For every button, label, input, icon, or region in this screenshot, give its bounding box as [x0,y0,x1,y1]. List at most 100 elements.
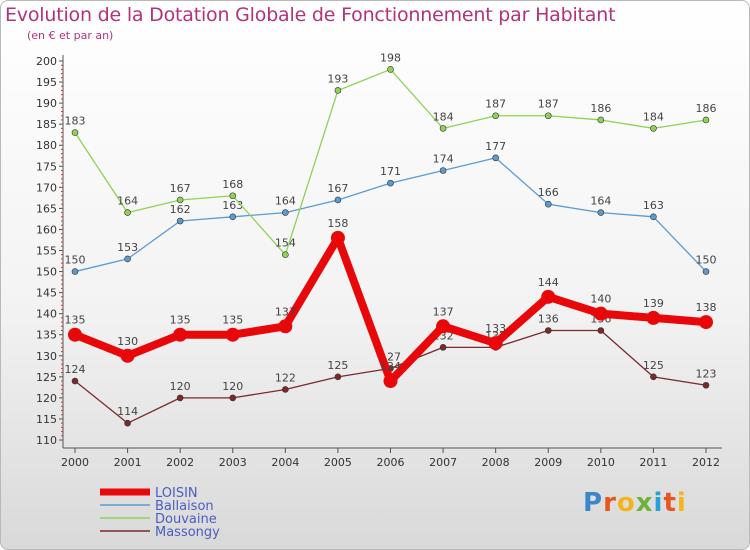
data-point-ballaison [334,196,342,204]
data-point-douvaine [282,251,289,259]
data-label-douvaine: 198 [380,51,401,64]
x-tick-label: 2006 [377,456,405,469]
data-point-loisin [330,230,345,245]
data-point-douvaine [597,116,605,124]
y-tick-label: 130 [36,350,57,363]
data-point-loisin [699,315,713,330]
data-point-douvaine [702,116,710,124]
data-point-douvaine [334,87,342,94]
x-tick-label: 2007 [429,456,457,469]
series-line-douvaine [74,68,707,256]
y-tick-label: 155 [36,245,57,258]
data-point-loisin [436,319,451,334]
data-point-douvaine [229,192,237,200]
data-point-douvaine [439,125,447,132]
y-tick-label: 170 [36,181,57,194]
data-label-loisin: 144 [538,276,559,289]
data-point-ballaison [492,154,499,162]
data-label-loisin: 124 [380,360,401,373]
data-label-douvaine: 186 [590,102,611,115]
data-point-douvaine [176,196,184,204]
x-tick-label: 2003 [219,456,247,469]
data-label-loisin: 133 [485,322,506,335]
data-point-massongy [544,327,552,334]
data-label-ballaison: 171 [380,165,401,178]
data-point-douvaine [387,66,394,73]
x-tick-label: 2010 [587,456,615,469]
data-point-loisin [120,348,135,363]
data-label-ballaison: 163 [222,199,243,212]
x-tick-label: 2002 [166,456,194,469]
data-point-ballaison [282,209,289,216]
data-label-massongy: 122 [275,371,296,384]
data-label-loisin: 138 [696,301,717,314]
series-ballaison: 150 153 162 163 164 167 171 174 177 166 164 163 150 [65,140,717,275]
data-label-loisin: 137 [433,305,454,318]
data-point-ballaison [124,255,131,263]
x-tick-label: 2009 [534,456,562,469]
data-label-massongy: 120 [170,380,191,393]
data-label-douvaine: 184 [433,110,454,123]
y-tick-label: 185 [36,118,57,131]
y-tick-label: 120 [36,392,57,405]
y-tick-label: 195 [36,76,57,89]
data-label-douvaine: 186 [696,102,717,115]
data-point-douvaine [544,112,552,120]
proxiti-logo: Proxiti [583,488,687,518]
data-label-loisin: 140 [590,293,611,306]
data-point-ballaison [650,213,657,221]
data-point-douvaine [71,129,79,136]
y-tick-label: 175 [36,160,57,173]
y-tick-label: 160 [36,223,57,236]
legend-label-douvaine: Douvaine [155,512,217,527]
x-tick-label: 2008 [482,456,510,469]
data-point-massongy [124,419,131,427]
data-label-loisin: 135 [170,314,191,327]
data-point-loisin [173,327,188,342]
data-label-loisin: 135 [65,314,86,327]
y-tick-label: 125 [36,371,57,384]
data-point-massongy [334,373,342,381]
data-point-douvaine [492,112,499,120]
y-tick-label: 190 [36,97,57,110]
series-massongy: 124114120120122125127132132136136125123 [65,313,717,427]
data-point-massongy [229,394,237,402]
data-point-loisin [278,319,293,334]
data-label-douvaine: 168 [222,178,243,191]
data-label-ballaison: 163 [643,199,664,212]
data-label-douvaine: 187 [538,98,559,111]
series-douvaine: 183 164 167 168 154 193 198 184 187 187 186 184 186 [65,51,717,259]
data-label-ballaison: 153 [117,241,138,254]
data-point-ballaison [597,209,605,216]
data-point-ballaison [71,268,79,275]
y-tick-label: 140 [36,308,57,321]
data-label-ballaison: 150 [696,254,717,267]
x-tick-label: 2001 [114,456,142,469]
data-label-massongy: 114 [117,405,138,418]
data-point-ballaison [439,167,447,174]
data-label-loisin: 158 [327,217,348,230]
y-tick-label: 110 [36,434,57,447]
y-tick-label: 150 [36,266,57,279]
data-label-douvaine: 154 [275,237,296,250]
data-label-loisin: 135 [222,314,243,327]
data-point-ballaison [176,217,184,225]
data-label-ballaison: 164 [590,195,611,208]
data-label-massongy: 120 [222,380,243,393]
data-point-ballaison [229,213,237,221]
data-point-massongy [176,394,184,402]
data-label-douvaine: 167 [170,182,191,195]
data-label-massongy: 124 [65,363,86,376]
data-point-massongy [439,344,447,351]
data-point-massongy [282,386,289,393]
chart-subtitle: (en € et par an) [27,29,114,42]
x-tick-label: 2000 [61,456,89,469]
data-label-massongy: 125 [327,359,348,372]
data-label-douvaine: 183 [65,115,86,128]
data-label-ballaison: 164 [275,195,296,208]
data-point-loisin [646,310,661,325]
data-label-ballaison: 174 [433,152,454,165]
data-label-ballaison: 167 [327,182,348,195]
data-point-loisin [383,374,398,389]
